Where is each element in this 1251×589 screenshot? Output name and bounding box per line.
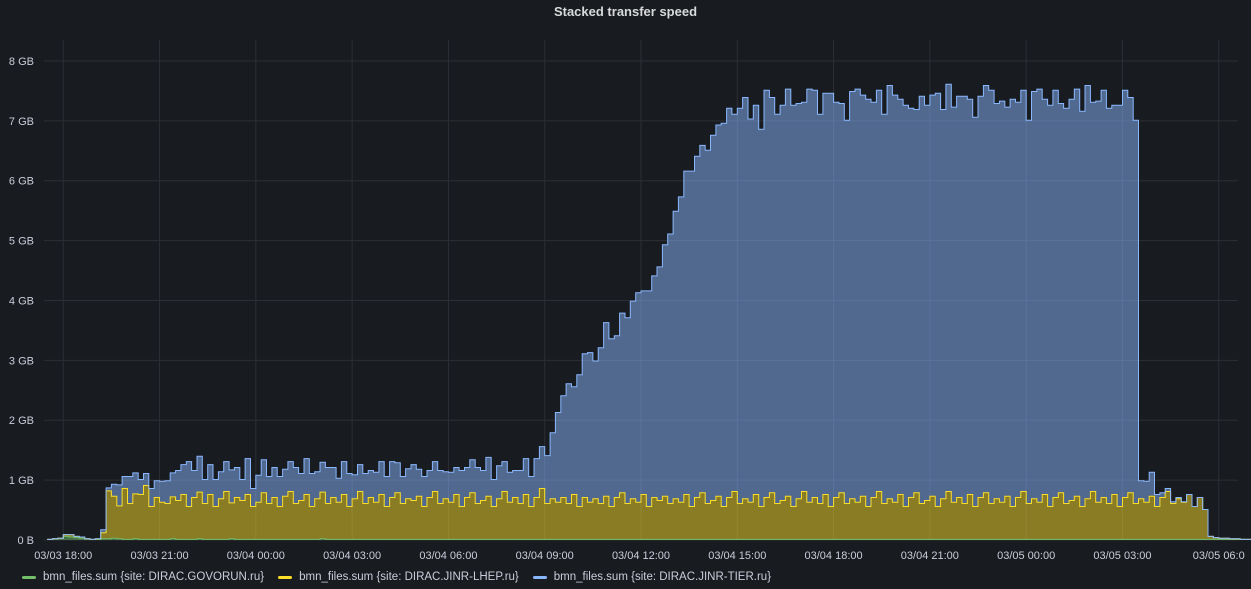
legend-item[interactable]: bmn_files.sum {site: DIRAC.JINR-TIER.ru} [532, 571, 772, 583]
legend-item[interactable]: bmn_files.sum {site: DIRAC.GOVORUN.ru} [22, 571, 264, 583]
x-tick-label: 03/05 03:00 [1093, 550, 1151, 562]
series-line [47, 535, 1251, 540]
x-tick-label: 03/04 12:00 [612, 550, 670, 562]
series-line [47, 485, 1251, 540]
series-line [47, 83, 1251, 540]
y-tick-label: 0 B [17, 535, 34, 547]
x-tick-label: 03/04 21:00 [901, 550, 959, 562]
y-tick-label: 3 GB [9, 355, 34, 367]
series-layer [47, 83, 1251, 540]
y-tick-label: 4 GB [9, 295, 34, 307]
x-tick-label: 03/04 00:00 [227, 550, 285, 562]
x-tick-label: 03/04 06:00 [419, 550, 477, 562]
series-area [47, 485, 1251, 540]
legend-swatch [278, 575, 293, 579]
y-tick-label: 8 GB [9, 56, 34, 68]
legend-label: bmn_files.sum {site: DIRAC.GOVORUN.ru} [43, 571, 265, 583]
y-axis: 0 B 1 GB 2 GB 3 GB 4 GB 5 GB 6 GB 7 GB 8 GB [9, 56, 34, 547]
x-tick-label: 03/05 00:00 [997, 550, 1055, 562]
series-area [47, 84, 1251, 540]
x-tick-label: 03/04 18:00 [805, 550, 863, 562]
y-tick-label: 7 GB [9, 116, 34, 128]
y-tick-label: 6 GB [9, 176, 34, 188]
legend-label: bmn_files.sum {site: DIRAC.JINR-TIER.ru} [553, 571, 772, 583]
x-tick-label: 03/04 03:00 [323, 550, 381, 562]
y-tick-label: 5 GB [9, 236, 34, 248]
legend-swatch [532, 575, 547, 579]
panel-title: Stacked transfer speed [553, 4, 698, 19]
legend-label: bmn_files.sum {site: DIRAC.JINR-LHEP.ru} [299, 571, 519, 583]
x-tick-label: 03/03 21:00 [130, 550, 188, 562]
legend-item[interactable]: bmn_files.sum {site: DIRAC.JINR-LHEP.ru} [278, 571, 519, 583]
y-tick-label: 1 GB [9, 475, 34, 487]
x-tick-label: 03/03 18:00 [34, 550, 92, 562]
x-axis: 03/03 18:00 03/03 21:00 03/04 00:00 03/04 0… [34, 550, 1245, 562]
x-tick-label: 03/05 06:0 [1193, 550, 1245, 562]
legend-swatch [22, 575, 36, 579]
legend: bmn_files.sum {site: DIRAC.GOVORUN.ru} bm… [22, 569, 771, 585]
y-tick-label: 2 GB [9, 415, 34, 427]
x-tick-label: 03/04 09:00 [516, 550, 574, 562]
x-tick-label: 03/04 15:00 [708, 550, 766, 562]
